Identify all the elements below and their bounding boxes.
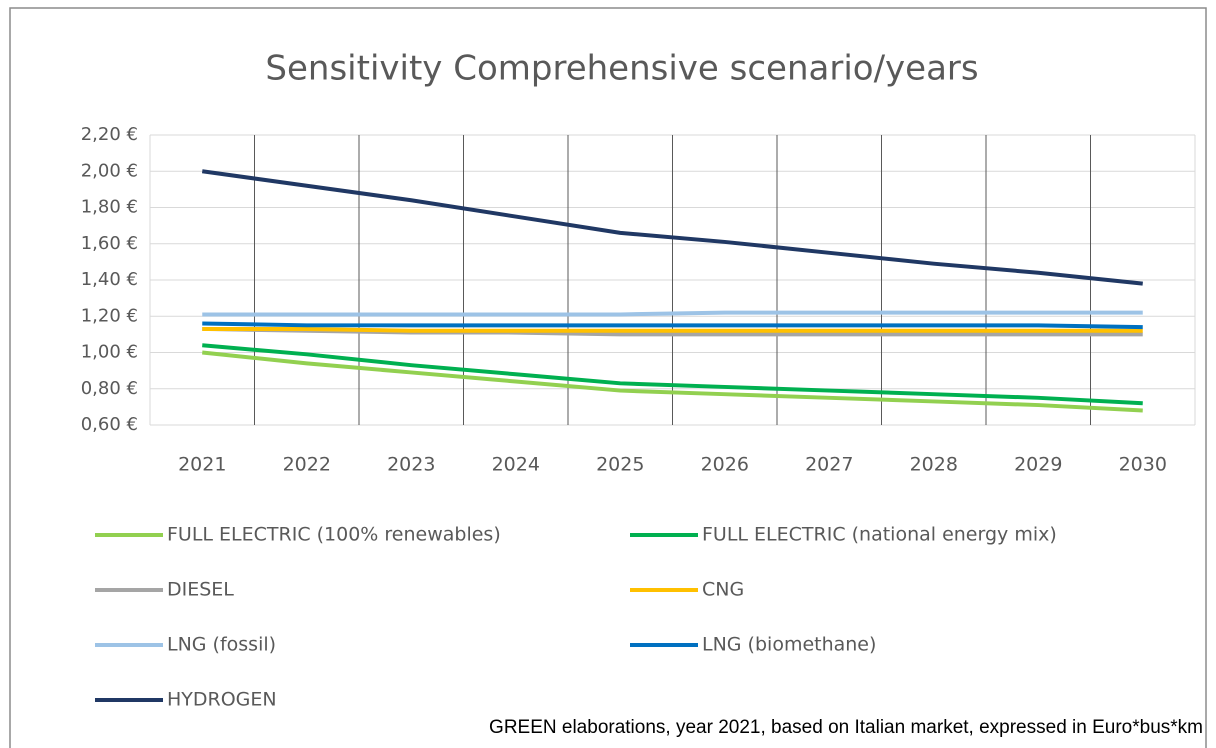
chart-title: Sensitivity Comprehensive scenario/years: [265, 49, 978, 89]
y-tick-label: 0,80 €: [81, 378, 138, 399]
series-line: [202, 326, 1143, 333]
x-tick-label: 2023: [387, 454, 435, 476]
legend-label: FULL ELECTRIC (100% renewables): [167, 524, 501, 546]
y-tick-label: 1,60 €: [81, 233, 138, 254]
y-tick-label: 2,20 €: [81, 124, 138, 145]
series-line: [202, 310, 1143, 317]
x-tick-label: 2029: [1014, 454, 1062, 476]
legend-label: CNG: [702, 579, 744, 601]
x-tick-label: 2021: [178, 454, 226, 476]
x-tick-label: 2027: [805, 454, 853, 476]
legend-label: LNG (fossil): [167, 634, 276, 656]
x-tick-label: 2028: [910, 454, 958, 476]
series-line: [201, 169, 1143, 286]
x-tick-label: 2030: [1119, 454, 1167, 476]
y-tick-label: 1,80 €: [81, 197, 138, 218]
x-tick-label: 2022: [283, 454, 331, 476]
x-tick-label: 2025: [596, 454, 644, 476]
legend-label: LNG (biomethane): [702, 634, 876, 656]
series-line: [202, 343, 1143, 406]
legend-label: HYDROGEN: [167, 689, 277, 711]
legend-label: FULL ELECTRIC (national energy mix): [702, 524, 1057, 546]
y-tick-label: 0,60 €: [81, 414, 138, 435]
series-line: [202, 321, 1143, 330]
y-tick-label: 2,00 €: [81, 160, 138, 181]
series-line: [202, 350, 1143, 413]
y-tick-label: 1,20 €: [81, 305, 138, 326]
x-tick-label: 2026: [701, 454, 749, 476]
x-tick-label: 2024: [492, 454, 540, 476]
source-note: GREEN elaborations, year 2021, based on …: [489, 717, 1203, 738]
y-tick-label: 1,40 €: [81, 269, 138, 290]
legend-label: DIESEL: [167, 579, 234, 601]
chart-border: [9, 7, 1207, 748]
y-tick-label: 1,00 €: [81, 342, 138, 363]
